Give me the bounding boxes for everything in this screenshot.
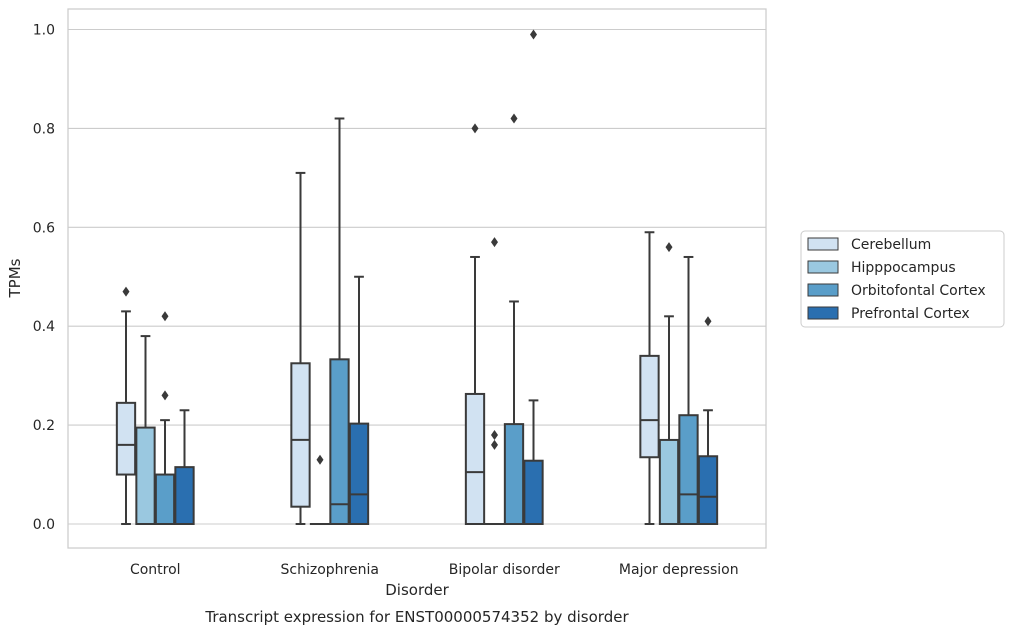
box-group <box>135 335 156 526</box>
box-group <box>348 275 370 525</box>
box-group <box>658 242 680 525</box>
box-body <box>135 426 156 526</box>
box-group <box>329 117 350 526</box>
y-axis-title: TPMs <box>6 258 24 298</box>
box-series <box>115 29 719 526</box>
box-group <box>697 316 719 526</box>
outlier-marker <box>491 429 498 440</box>
box-body <box>290 362 311 508</box>
box-group <box>639 231 660 525</box>
box-group <box>309 454 331 526</box>
legend-frame <box>800 230 1005 328</box>
legend: Cerebellum Hipppocampus Orbitofontal Corte… <box>800 230 1005 328</box>
outlier-marker <box>161 311 169 322</box>
x-axis-title: Disorder <box>385 581 449 599</box>
outlier-marker <box>491 237 498 248</box>
outlier-marker <box>665 242 673 253</box>
box-body <box>678 414 699 525</box>
box-body <box>464 392 486 525</box>
y-tick-labels: 0.0 0.2 0.4 0.6 0.8 1.0 <box>33 23 55 534</box>
box-body <box>658 438 680 525</box>
outlier-marker <box>161 390 169 401</box>
outlier-marker <box>122 286 130 297</box>
box-body <box>348 422 370 525</box>
outlier-marker <box>491 439 498 450</box>
legend-label: Orbitofontal Cortex <box>851 283 986 299</box>
legend-swatch <box>807 306 839 320</box>
box-body <box>639 354 660 459</box>
x-tick-label: Control <box>130 562 181 578</box>
legend-swatch <box>807 283 839 297</box>
box-body <box>174 466 195 526</box>
y-tick-label: 0.2 <box>33 418 55 434</box>
box-group <box>115 286 137 525</box>
box-group <box>523 29 544 526</box>
outlier-marker <box>510 113 518 124</box>
y-tick-label: 0.6 <box>33 220 55 236</box>
box-group <box>503 113 525 525</box>
outlier-marker <box>471 123 479 134</box>
legend-items: Cerebellum Hipppocampus Orbitofontal Corte… <box>807 237 986 322</box>
outlier-marker <box>530 29 537 40</box>
outlier-marker <box>316 454 324 465</box>
legend-label: Hipppocampus <box>851 260 956 276</box>
y-tick-label: 0.8 <box>33 121 55 137</box>
chart-caption: Transcript expression for ENST0000057435… <box>204 608 629 626</box>
y-tick-label: 1.0 <box>33 23 55 39</box>
box-group <box>464 123 486 525</box>
legend-label: Cerebellum <box>851 237 931 253</box>
y-tick-label: 0.0 <box>33 517 55 533</box>
box-group <box>484 237 505 526</box>
box-group <box>678 255 699 525</box>
box-group <box>290 171 311 525</box>
box-body <box>329 358 350 526</box>
x-tick-label: Schizophrenia <box>281 562 379 578</box>
box-group <box>174 409 195 526</box>
box-body <box>697 455 719 526</box>
x-tick-labels: Control Schizophrenia Bipolar disorder Majo… <box>130 562 739 578</box>
legend-swatch <box>807 260 839 274</box>
box-body <box>115 401 137 476</box>
box-body <box>154 473 176 525</box>
x-tick-label: Bipolar disorder <box>449 562 560 578</box>
outlier-marker <box>704 316 712 327</box>
legend-swatch <box>807 237 839 251</box>
box-body <box>523 459 544 526</box>
y-tick-label: 0.4 <box>33 319 55 335</box>
box-group <box>154 311 176 525</box>
plot-area-frame <box>67 8 767 549</box>
x-tick-label: Major depression <box>619 562 739 578</box>
legend-label: Prefrontal Cortex <box>851 306 970 322</box>
box-body <box>503 423 525 525</box>
